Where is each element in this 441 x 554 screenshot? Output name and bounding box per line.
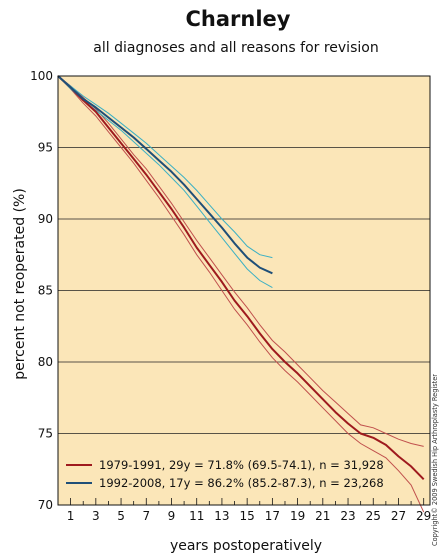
legend-label-2: 1992-2008, 17y = 86.2% (85.2-87.3), n = … xyxy=(99,476,384,490)
x-axis-label: years postoperatively xyxy=(170,538,322,554)
y-axis: 70 75 80 85 90 95 100 xyxy=(30,69,53,512)
y-tick-label-85: 85 xyxy=(38,284,53,298)
x-tick-label-1: 1 xyxy=(67,509,75,523)
copyright-notice: Copyright© 2009 Swedish Hip Arthroplasty… xyxy=(431,374,439,546)
y-tick-label-75: 75 xyxy=(38,427,53,441)
y-axis-label: percent not reoperated (%) xyxy=(12,188,28,380)
y-tick-label-70: 70 xyxy=(38,498,53,512)
x-tick-label-9: 9 xyxy=(168,509,176,523)
y-tick-label-95: 95 xyxy=(38,141,53,155)
x-tick-label-5: 5 xyxy=(117,509,125,523)
x-tick-label-11: 11 xyxy=(189,509,204,523)
x-tick-label-7: 7 xyxy=(142,509,150,523)
y-tick-label-90: 90 xyxy=(38,212,53,226)
x-tick-label-3: 3 xyxy=(92,509,100,523)
x-tick-label-23: 23 xyxy=(340,509,355,523)
x-tick-label-25: 25 xyxy=(366,509,381,523)
y-tick-label-80: 80 xyxy=(38,355,53,369)
x-axis: 1 3 5 7 9 11 13 15 17 19 21 23 25 27 29 xyxy=(67,498,431,523)
legend: 1979-1991, 29y = 71.8% (69.5-74.1), n = … xyxy=(66,458,384,490)
x-tick-label-21: 21 xyxy=(315,509,330,523)
series-2-line xyxy=(57,75,273,275)
series-lines xyxy=(57,75,425,480)
series-2-ci-upper xyxy=(57,75,273,259)
series-1-ci-lower xyxy=(57,75,425,513)
x-tick-label-17: 17 xyxy=(265,509,280,523)
series-1-line xyxy=(57,75,425,480)
x-tick-label-29: 29 xyxy=(416,509,431,523)
x-tick-label-15: 15 xyxy=(240,509,255,523)
legend-label-1: 1979-1991, 29y = 71.8% (69.5-74.1), n = … xyxy=(99,458,384,472)
confidence-intervals xyxy=(57,75,425,513)
chart-subtitle: all diagnoses and all reasons for revisi… xyxy=(93,40,378,56)
plot-frame xyxy=(57,75,431,506)
x-tick-label-13: 13 xyxy=(214,509,229,523)
series-1-ci-upper xyxy=(57,75,424,447)
x-tick-label-19: 19 xyxy=(290,509,305,523)
x-tick-label-27: 27 xyxy=(391,509,406,523)
y-tick-label-100: 100 xyxy=(30,69,53,83)
chart-title: Charnley xyxy=(186,7,291,31)
